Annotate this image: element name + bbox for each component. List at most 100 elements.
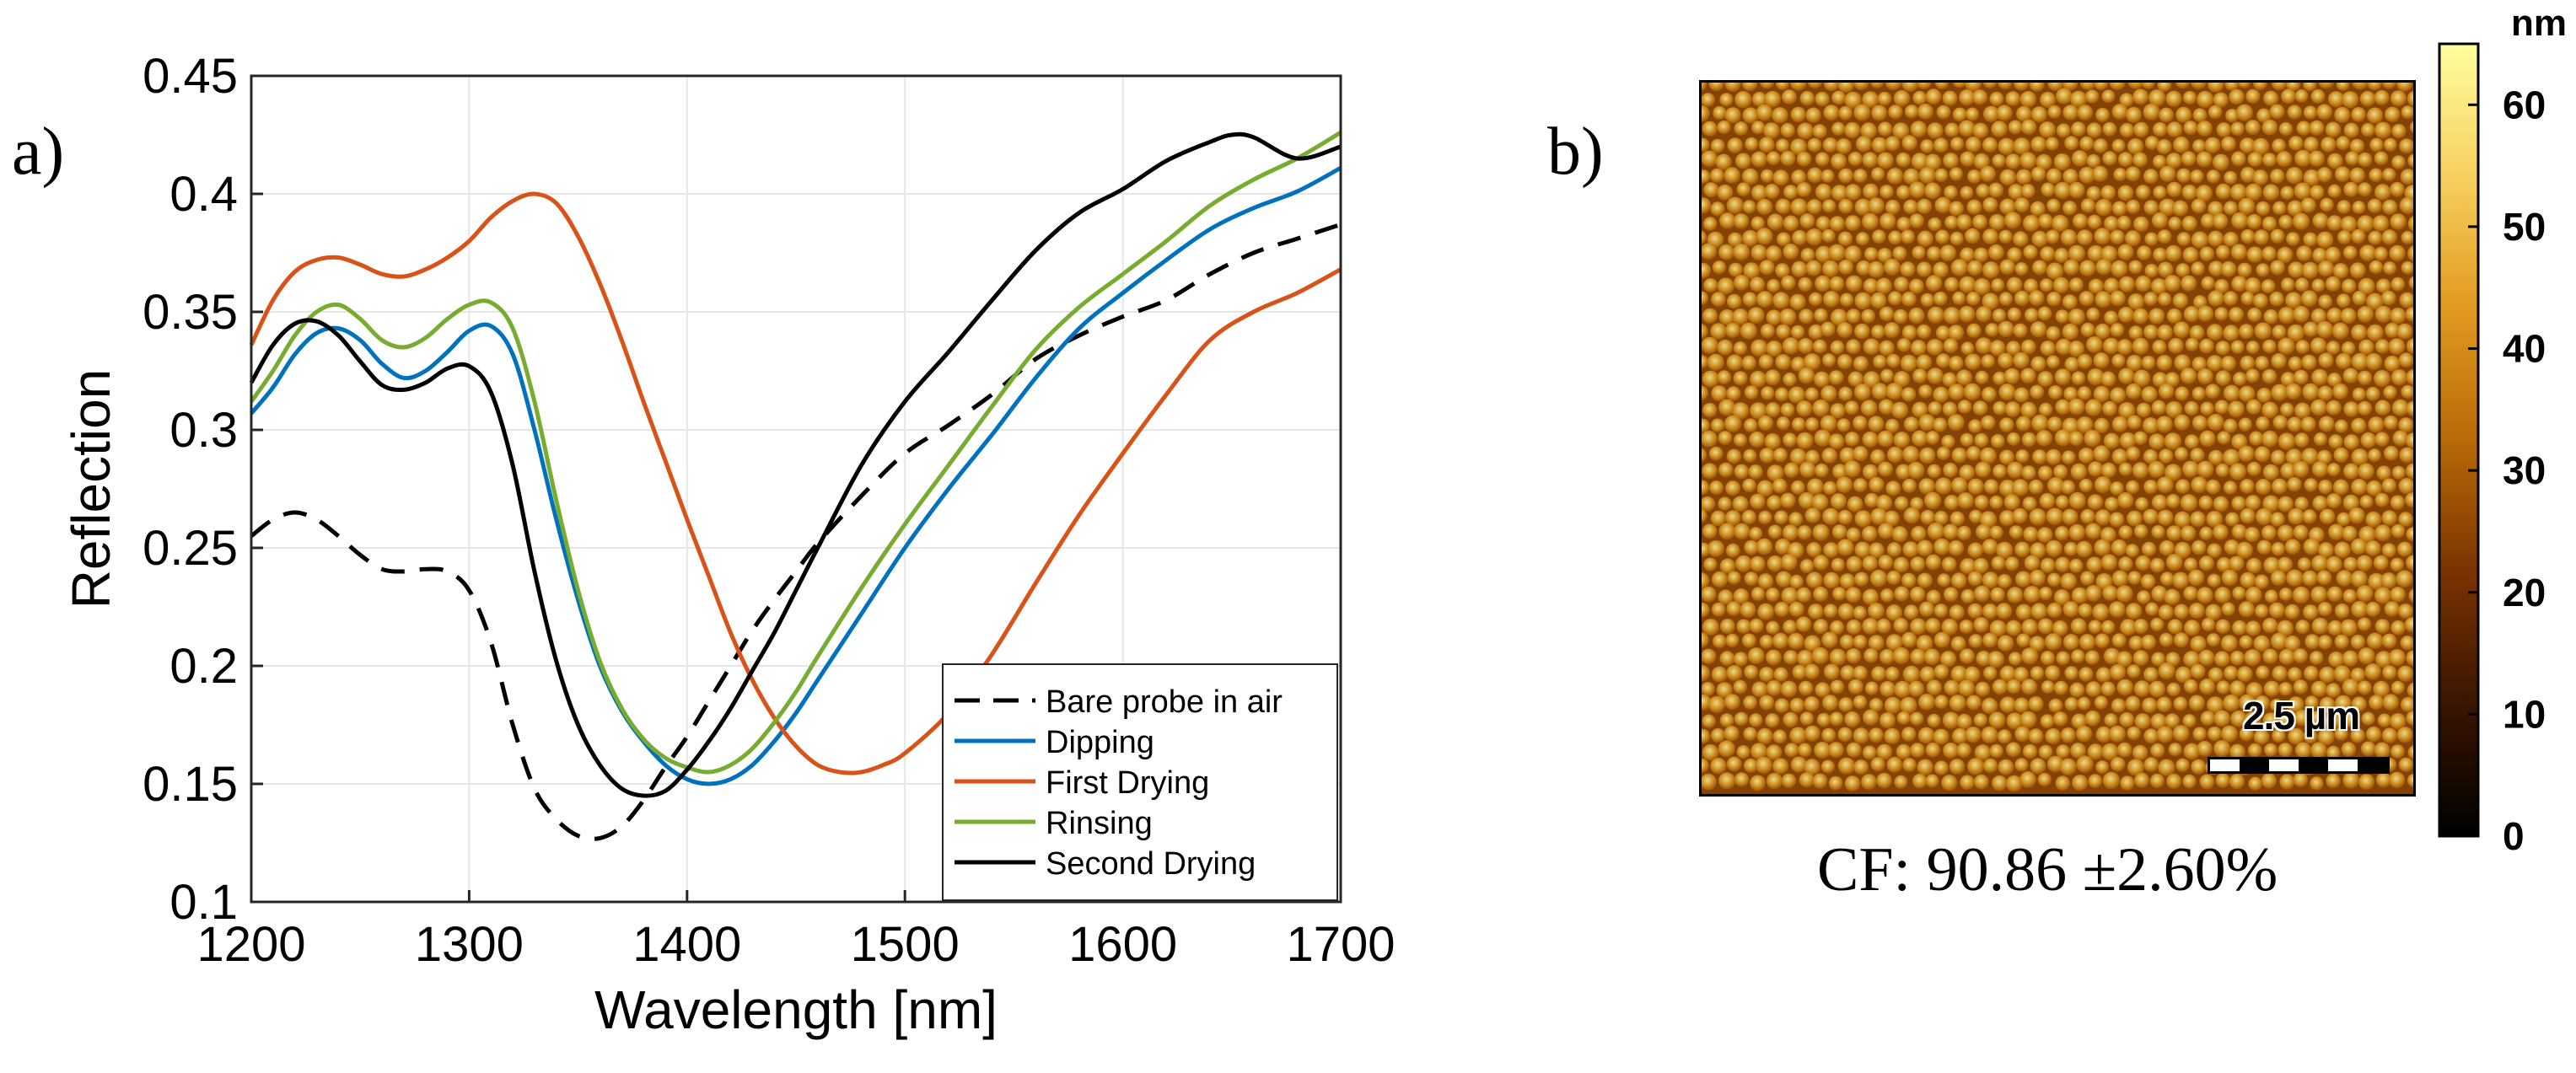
afm-grain bbox=[1989, 340, 2006, 357]
afm-grain bbox=[2294, 149, 2312, 167]
afm-grain bbox=[2406, 400, 2413, 416]
afm-grain bbox=[2213, 496, 2229, 512]
afm-grain bbox=[2020, 119, 2037, 136]
afm-grain bbox=[1960, 247, 1975, 263]
afm-grain bbox=[1702, 385, 1708, 401]
afm-grain bbox=[2176, 168, 2191, 183]
afm-grain bbox=[1703, 557, 1718, 571]
afm-grain bbox=[1951, 477, 1968, 494]
afm-grain bbox=[2014, 667, 2029, 683]
afm-grain bbox=[1982, 228, 1998, 245]
afm-grain bbox=[1999, 417, 2014, 432]
afm-grain bbox=[2304, 478, 2318, 492]
afm-grain bbox=[1991, 434, 2005, 448]
afm-grain bbox=[2103, 277, 2120, 294]
afm-grain bbox=[2224, 170, 2238, 185]
afm-grain bbox=[2309, 120, 2325, 136]
afm-grain bbox=[2213, 710, 2231, 727]
afm-grain bbox=[2374, 151, 2389, 166]
afm-grain bbox=[2316, 449, 2332, 465]
afm-grain bbox=[2254, 446, 2271, 463]
afm-grain bbox=[1982, 539, 1998, 555]
afm-grain bbox=[2046, 477, 2065, 495]
colorbar-tick-label: 20 bbox=[2503, 571, 2546, 614]
afm-grain bbox=[2184, 434, 2200, 449]
afm-grain bbox=[2111, 633, 2127, 648]
afm-grain bbox=[2117, 492, 2134, 509]
afm-grain bbox=[1886, 353, 1901, 368]
afm-grain bbox=[2311, 278, 2326, 292]
afm-grain bbox=[1725, 480, 1741, 496]
afm-grain bbox=[1760, 169, 1774, 183]
afm-grain bbox=[2024, 278, 2039, 293]
afm-grain bbox=[1815, 216, 1831, 231]
afm-grain bbox=[2326, 463, 2341, 477]
afm-grain bbox=[1767, 495, 1782, 511]
afm-grain bbox=[2165, 464, 2182, 481]
afm-grain bbox=[1853, 416, 1868, 431]
afm-grain bbox=[2369, 695, 2385, 711]
afm-grain bbox=[2263, 90, 2279, 106]
afm-grain bbox=[2071, 371, 2086, 386]
afm-grain bbox=[2390, 744, 2405, 759]
afm-grain bbox=[1877, 248, 1892, 263]
afm-grain bbox=[1967, 758, 1985, 775]
afm-grain bbox=[2143, 480, 2159, 495]
afm-shade bbox=[1702, 83, 2413, 794]
afm-grain bbox=[1982, 137, 1998, 153]
afm-grain bbox=[2206, 169, 2221, 184]
afm-grain bbox=[2215, 773, 2230, 788]
afm-grain bbox=[2200, 213, 2216, 228]
afm-grain bbox=[2220, 635, 2238, 652]
afm-grain bbox=[2261, 401, 2278, 419]
afm-grain bbox=[2152, 154, 2167, 169]
afm-grain bbox=[2084, 585, 2102, 602]
afm-grain bbox=[2095, 107, 2111, 122]
afm-grain bbox=[2358, 277, 2375, 295]
afm-grain bbox=[2272, 201, 2287, 216]
afm-grain bbox=[2343, 181, 2359, 197]
x-tick-label: 1700 bbox=[1286, 917, 1395, 972]
afm-grain bbox=[2188, 695, 2205, 711]
afm-grain bbox=[2340, 308, 2357, 325]
afm-grain bbox=[2310, 308, 2327, 325]
afm-grain bbox=[1756, 727, 1773, 745]
afm-grain bbox=[2173, 696, 2188, 711]
afm-grain bbox=[2094, 228, 2111, 245]
afm-grain bbox=[1854, 571, 1869, 587]
afm-grain bbox=[2390, 713, 2407, 730]
afm-grain bbox=[2158, 663, 2175, 680]
afm-grain bbox=[2288, 507, 2304, 525]
x-tick-label: 1400 bbox=[632, 917, 741, 972]
afm-grain bbox=[1949, 759, 1966, 775]
afm-grain bbox=[2294, 742, 2312, 759]
afm-grain bbox=[2111, 201, 2127, 217]
afm-grain bbox=[1702, 758, 1709, 774]
afm-grain bbox=[2172, 200, 2189, 217]
afm-grain bbox=[2100, 681, 2116, 696]
afm-grain bbox=[2214, 587, 2231, 604]
afm-grain bbox=[2191, 476, 2208, 493]
afm-grain bbox=[1804, 449, 1820, 465]
afm-grain bbox=[1759, 695, 1775, 711]
afm-grain bbox=[2030, 201, 2046, 217]
afm-grain bbox=[1846, 308, 1861, 324]
afm-grain bbox=[1976, 306, 1993, 323]
afm-grain bbox=[2199, 430, 2216, 448]
afm-grain bbox=[1884, 696, 1901, 714]
afm-grain bbox=[1718, 740, 1735, 758]
colorbar-tick-label: 40 bbox=[2503, 327, 2546, 371]
afm-grain bbox=[1960, 151, 1976, 167]
afm-grain bbox=[2011, 479, 2030, 496]
afm-grain bbox=[1936, 105, 1951, 120]
afm-grain bbox=[1702, 648, 1717, 665]
afm-grain bbox=[1764, 90, 1782, 108]
afm-grain bbox=[2064, 136, 2079, 151]
afm-grain bbox=[1750, 151, 1767, 168]
afm-grain bbox=[2156, 416, 2173, 433]
afm-grain bbox=[1982, 758, 1998, 774]
afm-grain bbox=[2198, 555, 2214, 571]
afm-grain bbox=[2374, 184, 2391, 201]
afm-grain bbox=[1918, 601, 1935, 617]
afm-grain bbox=[1892, 246, 1907, 261]
